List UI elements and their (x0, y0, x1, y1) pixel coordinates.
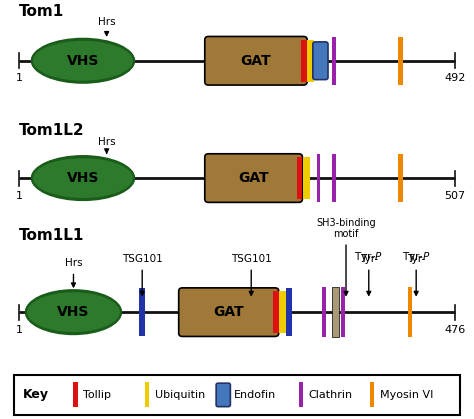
FancyBboxPatch shape (205, 154, 302, 202)
Text: Hrs: Hrs (98, 137, 116, 147)
Ellipse shape (31, 38, 135, 84)
Text: Tollip: Tollip (83, 390, 111, 400)
Ellipse shape (32, 40, 134, 82)
Text: Endofin: Endofin (234, 390, 276, 400)
Ellipse shape (26, 291, 121, 333)
Text: VHS: VHS (67, 54, 99, 68)
FancyBboxPatch shape (179, 288, 279, 336)
Text: 1: 1 (16, 73, 22, 83)
Bar (398, 154, 403, 202)
Text: Myosin VI: Myosin VI (380, 390, 433, 400)
Text: Key: Key (23, 388, 49, 401)
Bar (299, 382, 303, 407)
Bar (301, 40, 307, 82)
Bar (341, 287, 345, 337)
Text: Tom1L2: Tom1L2 (19, 123, 84, 138)
Bar (73, 382, 78, 407)
Bar (408, 287, 412, 337)
Text: 507: 507 (445, 191, 465, 201)
Text: Tyr-: Tyr- (360, 254, 378, 264)
FancyBboxPatch shape (205, 36, 307, 85)
Bar (307, 40, 314, 82)
Text: VHS: VHS (57, 305, 90, 319)
Text: Ubiquitin: Ubiquitin (155, 390, 205, 400)
Text: TSG101: TSG101 (231, 254, 272, 264)
Bar (322, 287, 326, 337)
Bar (297, 157, 302, 199)
Bar (286, 288, 292, 336)
Bar (139, 288, 145, 336)
Text: Clathrin: Clathrin (309, 390, 353, 400)
Bar (398, 37, 403, 85)
Text: Tom1L1: Tom1L1 (19, 228, 84, 243)
FancyBboxPatch shape (313, 42, 328, 80)
Ellipse shape (32, 157, 134, 199)
Text: 1: 1 (16, 191, 22, 201)
Ellipse shape (25, 289, 122, 335)
Text: VHS: VHS (67, 171, 99, 185)
Bar (332, 37, 336, 85)
Text: Tyr-: Tyr- (407, 254, 425, 264)
Bar (317, 154, 320, 202)
Bar (332, 287, 339, 337)
Bar (303, 157, 310, 199)
Text: GAT: GAT (213, 305, 244, 319)
Text: Tyr-$\it{P}$: Tyr-$\it{P}$ (355, 250, 383, 264)
Ellipse shape (31, 155, 135, 201)
Text: GAT: GAT (238, 171, 269, 185)
Bar (273, 291, 279, 333)
Text: 492: 492 (444, 73, 466, 83)
FancyBboxPatch shape (14, 375, 460, 415)
Text: GAT: GAT (241, 54, 271, 68)
Bar (145, 382, 149, 407)
Text: SH3-binding
motif: SH3-binding motif (316, 218, 376, 239)
Text: 1: 1 (16, 325, 22, 335)
Text: TSG101: TSG101 (122, 254, 163, 264)
Text: Tom1: Tom1 (19, 4, 64, 19)
Text: Tyr-$\it{P}$: Tyr-$\it{P}$ (402, 250, 430, 264)
Text: 476: 476 (445, 325, 465, 335)
Text: Hrs: Hrs (64, 258, 82, 268)
Bar (279, 291, 286, 333)
Text: Hrs: Hrs (98, 17, 116, 27)
Bar (332, 154, 336, 202)
FancyBboxPatch shape (216, 383, 230, 406)
Bar (370, 382, 374, 407)
